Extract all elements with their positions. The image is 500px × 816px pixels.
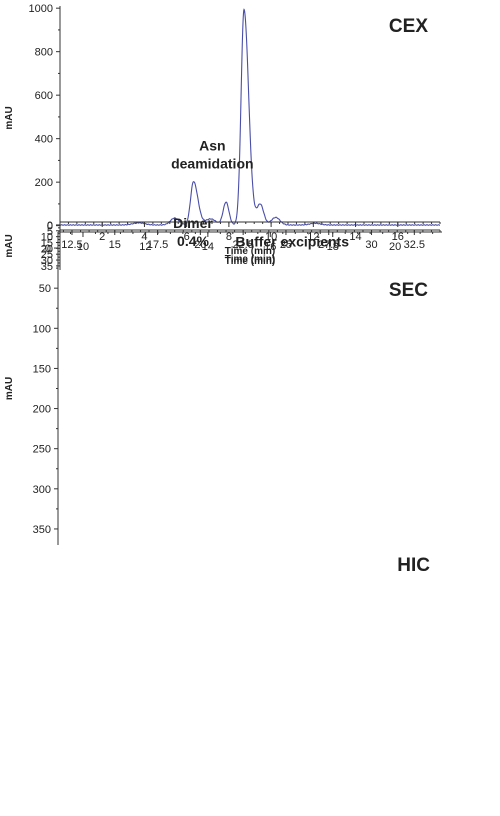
x-tick-label: 12 bbox=[307, 231, 319, 243]
x-tick-label: 10 bbox=[77, 241, 89, 253]
x-tick-label: 15 bbox=[109, 239, 121, 251]
sec-annotation-1-line-0: Dimer bbox=[173, 215, 213, 231]
y-tick-label: 600 bbox=[35, 90, 53, 102]
y-tick-label: 35 bbox=[41, 261, 53, 273]
cex-panel-title: CEX bbox=[389, 16, 428, 37]
y-axis-label: mAU bbox=[4, 377, 15, 400]
x-tick-label: 20 bbox=[194, 239, 206, 251]
y-tick-label: 800 bbox=[35, 47, 53, 59]
x-tick-label: 8 bbox=[226, 231, 232, 243]
y-axis-label: mAU bbox=[4, 106, 15, 129]
y-tick-label: 0 bbox=[47, 220, 53, 232]
y-tick-label: 0 bbox=[45, 243, 51, 255]
cex-trace-line bbox=[60, 8, 440, 226]
x-tick-label: 2 bbox=[99, 231, 105, 243]
x-tick-label: 25 bbox=[280, 239, 292, 251]
x-tick-label: 18 bbox=[327, 241, 339, 253]
y-tick-label: 5 bbox=[47, 226, 53, 238]
sec-annotation-0-line-0: Buffer excipients bbox=[235, 234, 349, 250]
hic-panel: 0 50 100 150 200 250 300 350 10 12 14 16 18 20 Time (m… bbox=[4, 231, 442, 576]
x-axis-label: Time (min) bbox=[225, 254, 275, 265]
sec-annotation-1-line-1: 0.4% bbox=[177, 233, 209, 249]
x-axis-label: Time (min) bbox=[225, 256, 275, 267]
y-tick-label: 250 bbox=[33, 444, 51, 456]
y-tick-label: 300 bbox=[33, 484, 51, 496]
sec-panel-title: SEC bbox=[389, 280, 428, 301]
x-tick-label: 12.5 bbox=[61, 239, 82, 251]
y-axis-label: mAU bbox=[4, 234, 15, 257]
y-tick-label: 15 bbox=[41, 237, 53, 249]
x-tick-label: 27.5 bbox=[318, 239, 339, 251]
y-tick-label: 1000 bbox=[29, 3, 53, 15]
y-tick-label: 10 bbox=[41, 232, 53, 244]
x-tick-label: 22.5 bbox=[232, 239, 253, 251]
x-tick-label: 30 bbox=[365, 239, 377, 251]
x-tick-label: 20 bbox=[389, 241, 401, 253]
x-tick-label: 17.5 bbox=[147, 239, 168, 251]
y-tick-label: 400 bbox=[35, 134, 53, 146]
y-tick-label: 25 bbox=[41, 249, 53, 261]
y-tick-label: 200 bbox=[33, 404, 51, 416]
cex-annotation-0-line-0: Asn bbox=[199, 138, 225, 154]
y-tick-label: 0 bbox=[47, 221, 53, 233]
y-tick-label: 200 bbox=[35, 177, 53, 189]
y-tick-label: 30 bbox=[41, 255, 53, 267]
y-tick-label: 100 bbox=[33, 323, 51, 335]
x-axis-label: Time (min) bbox=[225, 246, 275, 257]
hic-trace-line bbox=[58, 241, 442, 536]
cex-annotation-0-line-1: deamidation bbox=[171, 156, 253, 172]
x-tick-label: 4 bbox=[141, 231, 147, 243]
y-tick-label: 150 bbox=[33, 363, 51, 375]
x-tick-label: 16 bbox=[264, 241, 276, 253]
x-tick-label: 6 bbox=[184, 231, 190, 243]
x-tick-label: 14 bbox=[202, 241, 214, 253]
y-tick-label: 20 bbox=[41, 243, 53, 255]
x-tick-label: 14 bbox=[349, 231, 361, 243]
y-tick-label: 350 bbox=[33, 524, 51, 536]
x-tick-label: 32.5 bbox=[404, 239, 425, 251]
y-tick-label: 50 bbox=[39, 283, 51, 295]
sec-trace-line bbox=[60, 225, 440, 582]
hic-panel-title: HIC bbox=[397, 555, 430, 576]
x-tick-label: 10 bbox=[265, 231, 277, 243]
x-tick-label: 12 bbox=[139, 241, 151, 253]
